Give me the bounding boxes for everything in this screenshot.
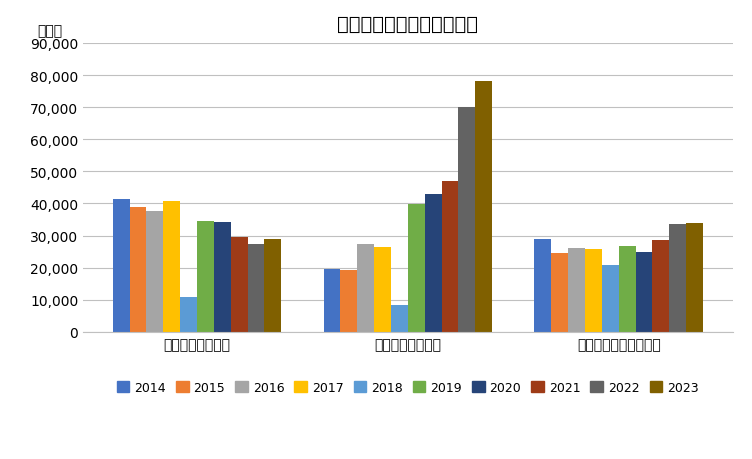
Bar	[441, 182, 459, 332]
Bar	[180, 297, 197, 332]
Bar	[341, 271, 357, 332]
Bar	[686, 223, 703, 332]
Bar	[391, 305, 408, 332]
Bar	[357, 244, 374, 332]
Bar	[475, 82, 492, 332]
Bar	[619, 246, 635, 332]
Bar	[653, 241, 669, 332]
Bar	[214, 222, 231, 332]
Y-axis label: 百万円: 百万円	[38, 24, 63, 38]
Bar	[602, 265, 619, 332]
Bar	[374, 247, 391, 332]
Bar	[197, 222, 214, 332]
Bar	[231, 238, 247, 332]
Bar	[585, 250, 602, 332]
Bar	[535, 239, 551, 332]
Bar	[147, 212, 163, 332]
Title: アシックス　固定資産推移: アシックス 固定資産推移	[338, 15, 478, 34]
Bar	[635, 252, 653, 332]
Bar	[323, 269, 341, 332]
Bar	[669, 225, 686, 332]
Bar	[265, 239, 281, 332]
Bar	[113, 199, 129, 332]
Bar	[568, 249, 585, 332]
Bar	[551, 254, 568, 332]
Bar	[425, 195, 441, 332]
Bar	[247, 245, 265, 332]
Bar	[163, 202, 180, 332]
Legend: 2014, 2015, 2016, 2017, 2018, 2019, 2020, 2021, 2022, 2023: 2014, 2015, 2016, 2017, 2018, 2019, 2020…	[112, 376, 704, 399]
Bar	[408, 205, 425, 332]
Bar	[129, 208, 147, 332]
Bar	[459, 108, 475, 332]
